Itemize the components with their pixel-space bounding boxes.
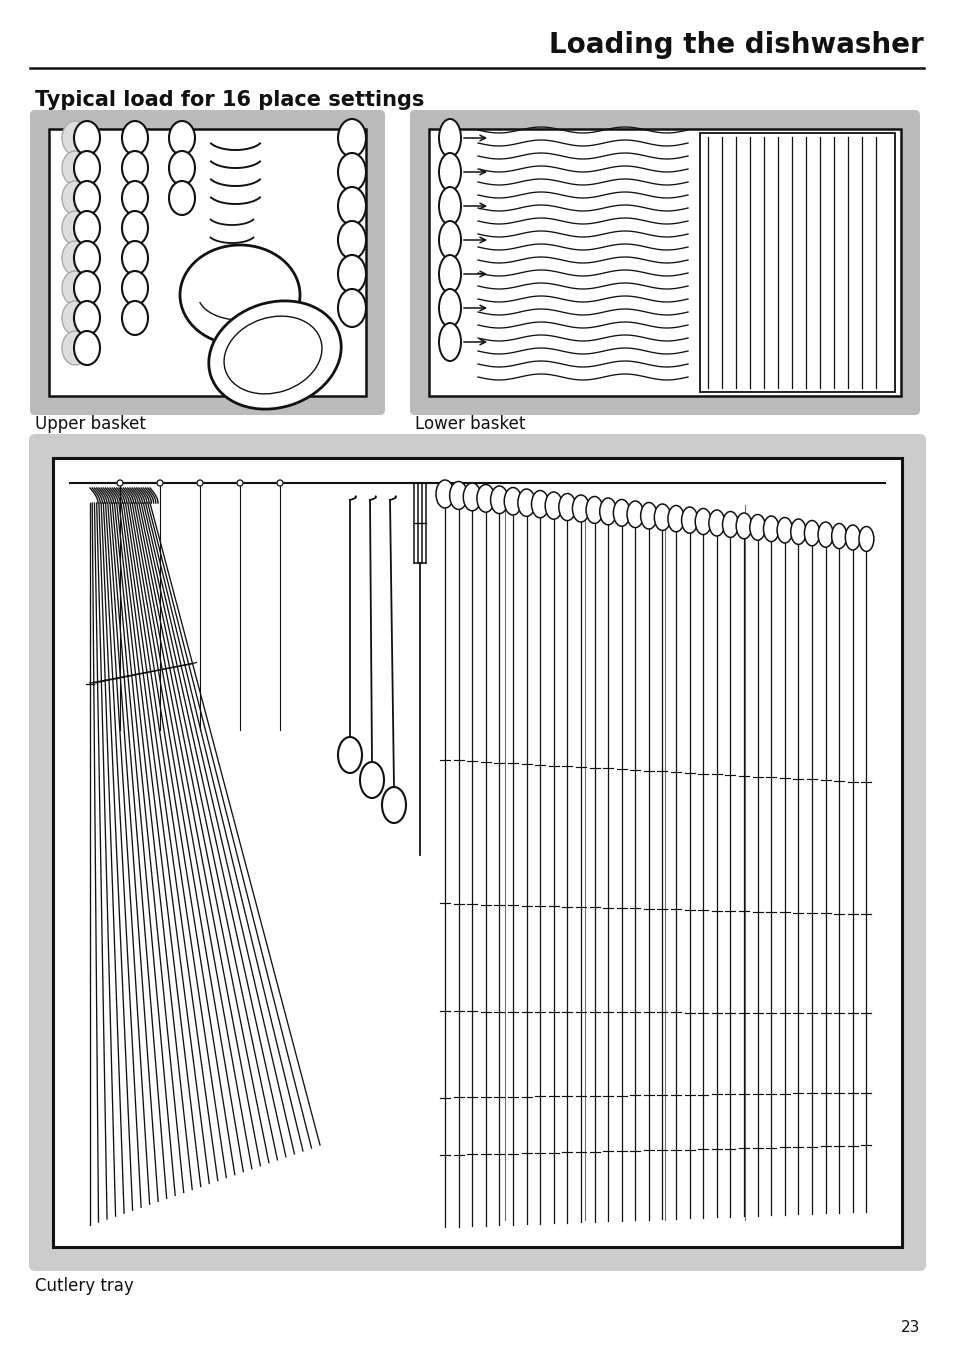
Ellipse shape [122, 211, 148, 245]
Ellipse shape [585, 496, 602, 523]
Ellipse shape [438, 323, 460, 361]
Ellipse shape [169, 181, 194, 215]
Ellipse shape [762, 516, 779, 542]
Bar [429, 128, 900, 396]
Ellipse shape [436, 480, 454, 508]
Ellipse shape [544, 492, 561, 519]
Ellipse shape [337, 187, 366, 224]
Bar [700, 132, 894, 392]
Ellipse shape [531, 491, 548, 518]
Ellipse shape [122, 301, 148, 335]
Ellipse shape [858, 526, 873, 552]
Ellipse shape [558, 493, 576, 521]
Ellipse shape [122, 120, 148, 155]
Ellipse shape [180, 245, 299, 345]
Ellipse shape [438, 256, 460, 293]
Ellipse shape [74, 270, 100, 306]
Ellipse shape [654, 504, 670, 530]
FancyBboxPatch shape [30, 110, 385, 415]
Ellipse shape [381, 787, 406, 823]
Ellipse shape [62, 151, 88, 185]
Ellipse shape [74, 151, 100, 185]
Text: Loading the dishwasher: Loading the dishwasher [549, 31, 923, 59]
FancyBboxPatch shape [410, 110, 919, 415]
Ellipse shape [359, 763, 384, 798]
Text: Cutlery tray: Cutlery tray [35, 1278, 133, 1295]
Ellipse shape [157, 480, 163, 485]
Ellipse shape [749, 515, 764, 541]
Ellipse shape [790, 519, 805, 545]
Ellipse shape [476, 484, 494, 512]
Ellipse shape [74, 120, 100, 155]
Ellipse shape [236, 480, 243, 485]
Ellipse shape [438, 289, 460, 327]
Ellipse shape [613, 499, 629, 526]
Ellipse shape [626, 502, 643, 527]
Ellipse shape [504, 488, 521, 515]
Ellipse shape [74, 301, 100, 335]
Ellipse shape [62, 120, 88, 155]
Ellipse shape [74, 331, 100, 365]
Ellipse shape [667, 506, 683, 531]
Ellipse shape [122, 241, 148, 274]
Ellipse shape [680, 507, 697, 533]
Ellipse shape [74, 241, 100, 274]
Ellipse shape [62, 331, 88, 365]
Ellipse shape [169, 151, 194, 185]
Ellipse shape [337, 289, 366, 327]
Ellipse shape [490, 485, 508, 514]
Ellipse shape [695, 508, 711, 534]
Ellipse shape [777, 518, 792, 544]
Ellipse shape [62, 181, 88, 215]
Ellipse shape [209, 301, 341, 410]
Ellipse shape [337, 119, 366, 157]
Ellipse shape [463, 483, 480, 511]
Ellipse shape [74, 181, 100, 215]
Ellipse shape [122, 181, 148, 215]
Bar [53, 458, 901, 1247]
Ellipse shape [449, 481, 467, 510]
Text: 23: 23 [900, 1320, 919, 1334]
Ellipse shape [438, 220, 460, 260]
Ellipse shape [708, 510, 724, 535]
Ellipse shape [122, 151, 148, 185]
Ellipse shape [62, 211, 88, 245]
Ellipse shape [169, 120, 194, 155]
Ellipse shape [196, 480, 203, 485]
Ellipse shape [276, 480, 283, 485]
Ellipse shape [599, 498, 616, 525]
Text: Upper basket: Upper basket [35, 415, 146, 433]
Ellipse shape [74, 211, 100, 245]
Ellipse shape [62, 241, 88, 274]
Ellipse shape [817, 522, 832, 548]
Ellipse shape [721, 511, 738, 537]
Text: Lower basket: Lower basket [415, 415, 525, 433]
Ellipse shape [517, 489, 535, 516]
Ellipse shape [337, 256, 366, 293]
Ellipse shape [844, 525, 860, 550]
Ellipse shape [736, 512, 751, 539]
Ellipse shape [62, 270, 88, 306]
Ellipse shape [438, 153, 460, 191]
Text: Typical load for 16 place settings: Typical load for 16 place settings [35, 91, 424, 110]
Ellipse shape [337, 737, 361, 773]
Bar [49, 128, 366, 396]
Ellipse shape [337, 153, 366, 191]
Ellipse shape [803, 521, 819, 546]
Ellipse shape [337, 220, 366, 260]
Ellipse shape [438, 119, 460, 157]
Ellipse shape [62, 301, 88, 335]
Ellipse shape [117, 480, 123, 485]
Ellipse shape [122, 270, 148, 306]
Ellipse shape [831, 523, 846, 549]
Ellipse shape [572, 495, 589, 522]
FancyBboxPatch shape [29, 434, 925, 1271]
Ellipse shape [640, 503, 657, 529]
Ellipse shape [438, 187, 460, 224]
